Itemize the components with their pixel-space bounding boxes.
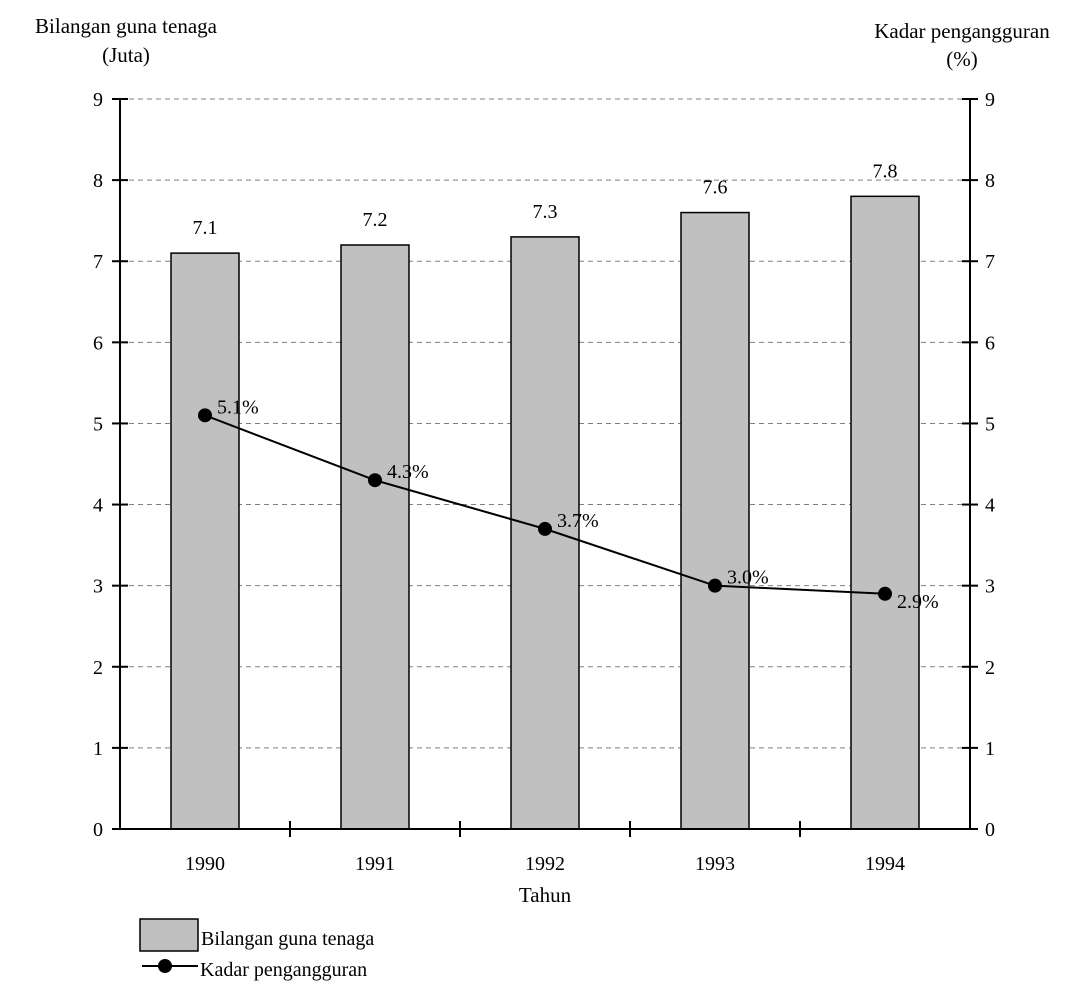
right-axis-title-line1: Kadar pengangguran — [874, 19, 1050, 43]
left-tick-label: 6 — [93, 332, 103, 354]
right-tick-label: 7 — [985, 251, 995, 273]
right-tick-label: 0 — [985, 819, 995, 841]
right-tick-label: 2 — [985, 657, 995, 679]
right-tick-label: 6 — [985, 332, 995, 354]
line-point-1990 — [198, 408, 212, 422]
line-point-1992 — [538, 522, 552, 536]
line-value-label: 3.0% — [727, 567, 769, 589]
legend-line-label: Kadar pengangguran — [200, 959, 367, 981]
legend-bar-label: Bilangan guna tenaga — [201, 928, 374, 950]
right-tick-label: 9 — [985, 89, 995, 111]
legend-line-marker — [158, 959, 172, 973]
right-tick-label: 5 — [985, 413, 995, 435]
bar-1993 — [681, 213, 749, 829]
bar-value-label: 7.6 — [703, 177, 728, 199]
x-axis-title: Tahun — [519, 883, 572, 907]
x-tick-label: 1993 — [695, 853, 735, 875]
x-tick-label: 1994 — [865, 853, 905, 875]
legend-bar-swatch — [140, 919, 198, 951]
left-tick-label: 7 — [93, 251, 103, 273]
x-tick-label: 1990 — [185, 853, 225, 875]
bar-1990 — [171, 253, 239, 829]
right-axis-title-line2: (%) — [946, 47, 977, 71]
left-tick-label: 9 — [93, 89, 103, 111]
bar-value-label: 7.8 — [873, 160, 898, 182]
left-tick-label: 1 — [93, 738, 103, 760]
right-tick-label: 8 — [985, 170, 995, 192]
line-point-1991 — [368, 473, 382, 487]
line-point-1994 — [878, 587, 892, 601]
right-tick-label: 1 — [985, 738, 995, 760]
line-value-label: 2.9% — [897, 591, 939, 613]
bar-value-label: 7.2 — [363, 209, 388, 231]
x-tick-label: 1992 — [525, 853, 565, 875]
line-value-label: 3.7% — [557, 510, 599, 532]
bar-1991 — [341, 245, 409, 829]
x-tick-label: 1991 — [355, 853, 395, 875]
bar-1994 — [851, 196, 919, 829]
right-tick-label: 4 — [985, 495, 995, 517]
left-axis-title-line1: Bilangan guna tenaga — [35, 14, 218, 38]
right-tick-label: 3 — [985, 576, 995, 598]
left-tick-label: 8 — [93, 170, 103, 192]
left-tick-label: 0 — [93, 819, 103, 841]
bar-labels: 7.1 7.2 7.3 7.6 7.8 — [193, 160, 898, 239]
legend: Bilangan guna tenaga Kadar pengangguran — [140, 919, 374, 981]
line-value-label: 4.3% — [387, 461, 429, 483]
left-tick-label: 4 — [93, 495, 103, 517]
left-axis-title-line2: (Juta) — [102, 43, 150, 67]
line-value-label: 5.1% — [217, 396, 259, 418]
bar-series — [171, 196, 919, 829]
line-point-1993 — [708, 579, 722, 593]
bar-value-label: 7.3 — [533, 201, 558, 223]
left-tick-label: 5 — [93, 413, 103, 435]
bar-value-label: 7.1 — [193, 217, 218, 239]
left-tick-label: 3 — [93, 576, 103, 598]
left-tick-label: 2 — [93, 657, 103, 679]
